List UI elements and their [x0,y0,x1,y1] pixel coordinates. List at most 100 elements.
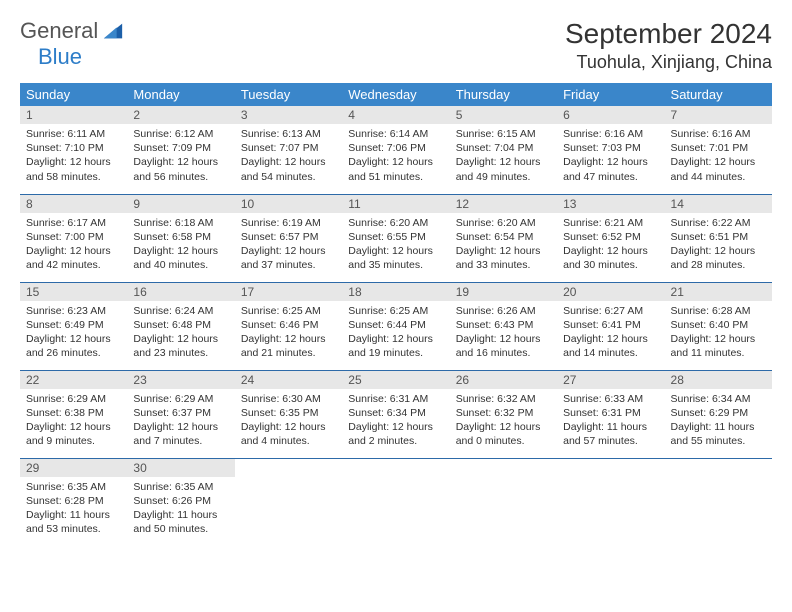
day-number: 14 [665,195,772,213]
sunset-text: Sunset: 6:28 PM [26,494,121,508]
day-body: Sunrise: 6:12 AMSunset: 7:09 PMDaylight:… [127,124,234,190]
weekday-sat: Saturday [665,83,772,106]
sunset-text: Sunset: 6:26 PM [133,494,228,508]
sunrise-text: Sunrise: 6:25 AM [348,304,443,318]
day-number: 27 [557,371,664,389]
calendar-cell: 22Sunrise: 6:29 AMSunset: 6:38 PMDayligh… [20,370,127,458]
day-number: 24 [235,371,342,389]
daylight-text: Daylight: 12 hours and 54 minutes. [241,155,336,183]
day-body: Sunrise: 6:19 AMSunset: 6:57 PMDaylight:… [235,213,342,279]
day-number: 11 [342,195,449,213]
calendar-cell: 30Sunrise: 6:35 AMSunset: 6:26 PMDayligh… [127,458,234,546]
logo-text-general: General [20,18,98,44]
day-number: 1 [20,106,127,124]
sunset-text: Sunset: 6:41 PM [563,318,658,332]
day-body: Sunrise: 6:22 AMSunset: 6:51 PMDaylight:… [665,213,772,279]
day-body: Sunrise: 6:21 AMSunset: 6:52 PMDaylight:… [557,213,664,279]
calendar-cell: 12Sunrise: 6:20 AMSunset: 6:54 PMDayligh… [450,194,557,282]
sunrise-text: Sunrise: 6:21 AM [563,216,658,230]
day-body: Sunrise: 6:27 AMSunset: 6:41 PMDaylight:… [557,301,664,367]
sunset-text: Sunset: 7:01 PM [671,141,766,155]
day-number: 28 [665,371,772,389]
daylight-text: Daylight: 12 hours and 51 minutes. [348,155,443,183]
daylight-text: Daylight: 12 hours and 35 minutes. [348,244,443,272]
sunrise-text: Sunrise: 6:29 AM [26,392,121,406]
day-number: 19 [450,283,557,301]
sunrise-text: Sunrise: 6:22 AM [671,216,766,230]
calendar-cell: 2Sunrise: 6:12 AMSunset: 7:09 PMDaylight… [127,106,234,194]
calendar-cell: 14Sunrise: 6:22 AMSunset: 6:51 PMDayligh… [665,194,772,282]
sunset-text: Sunset: 6:29 PM [671,406,766,420]
day-body: Sunrise: 6:31 AMSunset: 6:34 PMDaylight:… [342,389,449,455]
day-body: Sunrise: 6:20 AMSunset: 6:54 PMDaylight:… [450,213,557,279]
calendar-cell: 13Sunrise: 6:21 AMSunset: 6:52 PMDayligh… [557,194,664,282]
day-body: Sunrise: 6:32 AMSunset: 6:32 PMDaylight:… [450,389,557,455]
sunset-text: Sunset: 6:35 PM [241,406,336,420]
weekday-mon: Monday [127,83,234,106]
daylight-text: Daylight: 12 hours and 28 minutes. [671,244,766,272]
calendar-cell: 3Sunrise: 6:13 AMSunset: 7:07 PMDaylight… [235,106,342,194]
calendar-cell: 10Sunrise: 6:19 AMSunset: 6:57 PMDayligh… [235,194,342,282]
sunrise-text: Sunrise: 6:29 AM [133,392,228,406]
day-body: Sunrise: 6:33 AMSunset: 6:31 PMDaylight:… [557,389,664,455]
day-number: 6 [557,106,664,124]
daylight-text: Daylight: 11 hours and 50 minutes. [133,508,228,536]
calendar-cell [665,458,772,546]
daylight-text: Daylight: 12 hours and 21 minutes. [241,332,336,360]
calendar-cell: 25Sunrise: 6:31 AMSunset: 6:34 PMDayligh… [342,370,449,458]
day-body: Sunrise: 6:24 AMSunset: 6:48 PMDaylight:… [127,301,234,367]
sunset-text: Sunset: 6:37 PM [133,406,228,420]
calendar-cell: 7Sunrise: 6:16 AMSunset: 7:01 PMDaylight… [665,106,772,194]
daylight-text: Daylight: 12 hours and 11 minutes. [671,332,766,360]
sunset-text: Sunset: 6:49 PM [26,318,121,332]
day-number: 5 [450,106,557,124]
daylight-text: Daylight: 11 hours and 53 minutes. [26,508,121,536]
day-number: 17 [235,283,342,301]
sunrise-text: Sunrise: 6:20 AM [348,216,443,230]
sunset-text: Sunset: 7:10 PM [26,141,121,155]
day-number: 9 [127,195,234,213]
sunset-text: Sunset: 7:07 PM [241,141,336,155]
day-body: Sunrise: 6:29 AMSunset: 6:38 PMDaylight:… [20,389,127,455]
day-body: Sunrise: 6:13 AMSunset: 7:07 PMDaylight:… [235,124,342,190]
sunrise-text: Sunrise: 6:17 AM [26,216,121,230]
sunrise-text: Sunrise: 6:35 AM [133,480,228,494]
day-number: 3 [235,106,342,124]
daylight-text: Daylight: 12 hours and 47 minutes. [563,155,658,183]
daylight-text: Daylight: 12 hours and 37 minutes. [241,244,336,272]
calendar-cell [557,458,664,546]
day-number: 18 [342,283,449,301]
sunrise-text: Sunrise: 6:34 AM [671,392,766,406]
sunset-text: Sunset: 7:00 PM [26,230,121,244]
sunset-text: Sunset: 7:06 PM [348,141,443,155]
day-number: 26 [450,371,557,389]
day-body: Sunrise: 6:11 AMSunset: 7:10 PMDaylight:… [20,124,127,190]
sunrise-text: Sunrise: 6:27 AM [563,304,658,318]
sunset-text: Sunset: 6:38 PM [26,406,121,420]
sunrise-text: Sunrise: 6:19 AM [241,216,336,230]
sunset-text: Sunset: 6:43 PM [456,318,551,332]
calendar-cell: 23Sunrise: 6:29 AMSunset: 6:37 PMDayligh… [127,370,234,458]
calendar-table: Sunday Monday Tuesday Wednesday Thursday… [20,83,772,546]
daylight-text: Daylight: 12 hours and 23 minutes. [133,332,228,360]
daylight-text: Daylight: 12 hours and 30 minutes. [563,244,658,272]
sunset-text: Sunset: 6:52 PM [563,230,658,244]
day-body: Sunrise: 6:15 AMSunset: 7:04 PMDaylight:… [450,124,557,190]
day-body: Sunrise: 6:29 AMSunset: 6:37 PMDaylight:… [127,389,234,455]
header: General Blue September 2024 Tuohula, Xin… [20,18,772,73]
day-number: 16 [127,283,234,301]
day-body: Sunrise: 6:25 AMSunset: 6:44 PMDaylight:… [342,301,449,367]
sunrise-text: Sunrise: 6:25 AM [241,304,336,318]
sunrise-text: Sunrise: 6:13 AM [241,127,336,141]
weekday-sun: Sunday [20,83,127,106]
sunset-text: Sunset: 6:54 PM [456,230,551,244]
calendar-cell: 9Sunrise: 6:18 AMSunset: 6:58 PMDaylight… [127,194,234,282]
logo-sail-icon [102,20,124,42]
calendar-row: 22Sunrise: 6:29 AMSunset: 6:38 PMDayligh… [20,370,772,458]
calendar-cell: 4Sunrise: 6:14 AMSunset: 7:06 PMDaylight… [342,106,449,194]
day-number: 20 [557,283,664,301]
daylight-text: Daylight: 12 hours and 9 minutes. [26,420,121,448]
weekday-header-row: Sunday Monday Tuesday Wednesday Thursday… [20,83,772,106]
location-text: Tuohula, Xinjiang, China [565,52,772,73]
weekday-tue: Tuesday [235,83,342,106]
